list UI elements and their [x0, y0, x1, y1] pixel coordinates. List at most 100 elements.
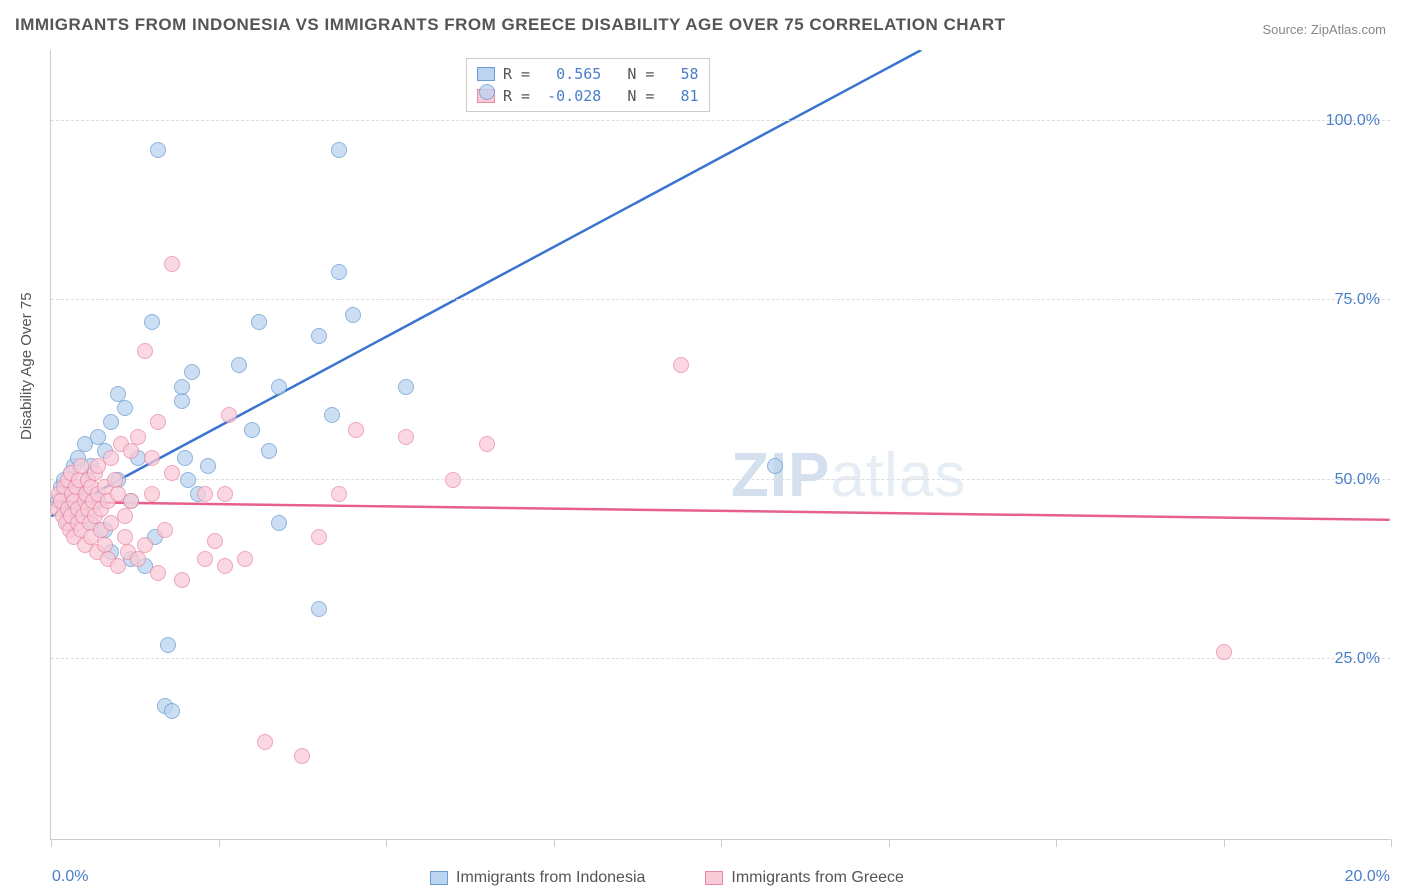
legend-label: Immigrants from Greece [731, 869, 903, 887]
data-point [479, 436, 495, 452]
data-point [445, 472, 461, 488]
data-point [180, 472, 196, 488]
data-point [177, 450, 193, 466]
data-point [197, 486, 213, 502]
r-label: R = [503, 65, 530, 83]
data-point [144, 450, 160, 466]
data-point [130, 551, 146, 567]
y-tick-label: 25.0% [1335, 650, 1380, 668]
n-value: 58 [662, 65, 698, 83]
data-point [217, 558, 233, 574]
data-point [150, 414, 166, 430]
data-point [345, 307, 361, 323]
data-point [130, 429, 146, 445]
chart-title: IMMIGRANTS FROM INDONESIA VS IMMIGRANTS … [15, 15, 1005, 35]
watermark: ZIPatlas [731, 440, 966, 511]
legend-swatch [705, 871, 723, 885]
stats-legend-box: R = 0.565 N = 58R = -0.028 N = 81 [466, 58, 710, 112]
r-value: 0.565 [538, 65, 601, 83]
data-point [311, 328, 327, 344]
x-tick-mark [51, 839, 52, 847]
trend-line [51, 502, 1389, 520]
data-point [197, 551, 213, 567]
data-point [311, 601, 327, 617]
data-point [164, 256, 180, 272]
watermark-bold: ZIP [731, 441, 830, 510]
data-point [117, 508, 133, 524]
data-point [398, 379, 414, 395]
x-tick-mark [219, 839, 220, 847]
x-tick-mark [1391, 839, 1392, 847]
grid-line-h [51, 120, 1390, 121]
y-tick-label: 75.0% [1335, 291, 1380, 309]
data-point [324, 407, 340, 423]
data-point [271, 379, 287, 395]
x-tick-max: 20.0% [1345, 868, 1390, 886]
data-point [157, 522, 173, 538]
grid-line-h [51, 479, 1390, 480]
legend-swatch [477, 67, 495, 81]
bottom-legend: Immigrants from Indonesia Immigrants from… [430, 869, 904, 887]
data-point [331, 142, 347, 158]
data-point [244, 422, 260, 438]
data-point [673, 357, 689, 373]
data-point [174, 572, 190, 588]
grid-line-h [51, 658, 1390, 659]
data-point [137, 343, 153, 359]
data-point [348, 422, 364, 438]
grid-line-h [51, 299, 1390, 300]
data-point [103, 450, 119, 466]
data-point [110, 558, 126, 574]
data-point [117, 529, 133, 545]
data-point [107, 472, 123, 488]
data-point [164, 465, 180, 481]
data-point [200, 458, 216, 474]
data-point [251, 314, 267, 330]
data-point [174, 379, 190, 395]
data-point [97, 537, 113, 553]
n-value: 81 [662, 87, 698, 105]
chart-plot-area: ZIPatlas R = 0.565 N = 58R = -0.028 N = … [50, 50, 1390, 840]
data-point [174, 393, 190, 409]
n-label: N = [609, 87, 654, 105]
data-point [144, 486, 160, 502]
data-point [184, 364, 200, 380]
stats-legend-row: R = -0.028 N = 81 [477, 85, 699, 107]
data-point [331, 264, 347, 280]
stats-legend-row: R = 0.565 N = 58 [477, 63, 699, 85]
r-label: R = [503, 87, 530, 105]
x-tick-mark [554, 839, 555, 847]
y-tick-label: 100.0% [1326, 112, 1380, 130]
trend-lines-layer [51, 50, 1390, 839]
data-point [1216, 644, 1232, 660]
data-point [479, 84, 495, 100]
x-tick-min: 0.0% [52, 868, 88, 886]
data-point [237, 551, 253, 567]
data-point [271, 515, 287, 531]
r-value: -0.028 [538, 87, 601, 105]
data-point [398, 429, 414, 445]
x-tick-mark [721, 839, 722, 847]
n-label: N = [609, 65, 654, 83]
x-tick-mark [1224, 839, 1225, 847]
legend-item: Immigrants from Greece [705, 869, 903, 887]
x-tick-mark [1056, 839, 1057, 847]
data-point [311, 529, 327, 545]
data-point [123, 493, 139, 509]
data-point [221, 407, 237, 423]
data-point [117, 400, 133, 416]
legend-item: Immigrants from Indonesia [430, 869, 645, 887]
legend-swatch [430, 871, 448, 885]
data-point [231, 357, 247, 373]
data-point [144, 314, 160, 330]
data-point [123, 443, 139, 459]
data-point [103, 414, 119, 430]
data-point [257, 734, 273, 750]
data-point [150, 565, 166, 581]
y-tick-label: 50.0% [1335, 471, 1380, 489]
x-tick-mark [386, 839, 387, 847]
data-point [767, 458, 783, 474]
watermark-light: atlas [830, 441, 966, 510]
source-label: Source: ZipAtlas.com [1262, 22, 1386, 37]
data-point [207, 533, 223, 549]
